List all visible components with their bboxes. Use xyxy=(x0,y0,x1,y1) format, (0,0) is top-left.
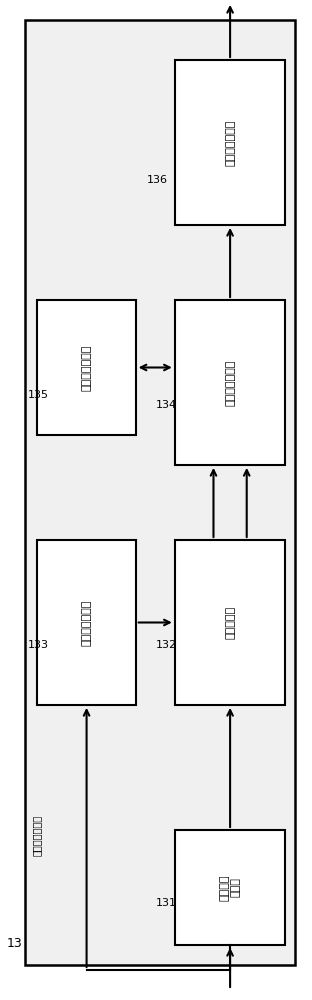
Text: 131: 131 xyxy=(156,898,177,908)
Text: 顯示圖像判定部: 顯示圖像判定部 xyxy=(225,359,235,406)
Text: 圖像校正定序器: 圖像校正定序器 xyxy=(32,814,42,856)
Text: 校正參數計算部: 校正參數計算部 xyxy=(81,344,92,391)
Bar xyxy=(25,20,295,965)
Text: 13: 13 xyxy=(6,937,22,950)
Bar xyxy=(37,300,136,435)
Bar xyxy=(175,60,285,225)
Text: 133: 133 xyxy=(28,640,49,650)
Text: 圖像校正接口部: 圖像校正接口部 xyxy=(225,119,235,166)
Text: 135: 135 xyxy=(28,390,49,400)
Text: 136: 136 xyxy=(147,175,168,185)
Bar xyxy=(37,540,136,705)
Text: 面板操作
接口部: 面板操作 接口部 xyxy=(219,874,241,901)
Bar xyxy=(175,300,285,465)
Text: 134: 134 xyxy=(156,400,177,410)
Bar xyxy=(175,540,285,705)
Text: 目標圖像判定部: 目標圖像判定部 xyxy=(81,599,92,646)
Text: 132: 132 xyxy=(156,640,177,650)
Text: 計時控制部: 計時控制部 xyxy=(225,606,235,639)
Bar xyxy=(175,830,285,945)
